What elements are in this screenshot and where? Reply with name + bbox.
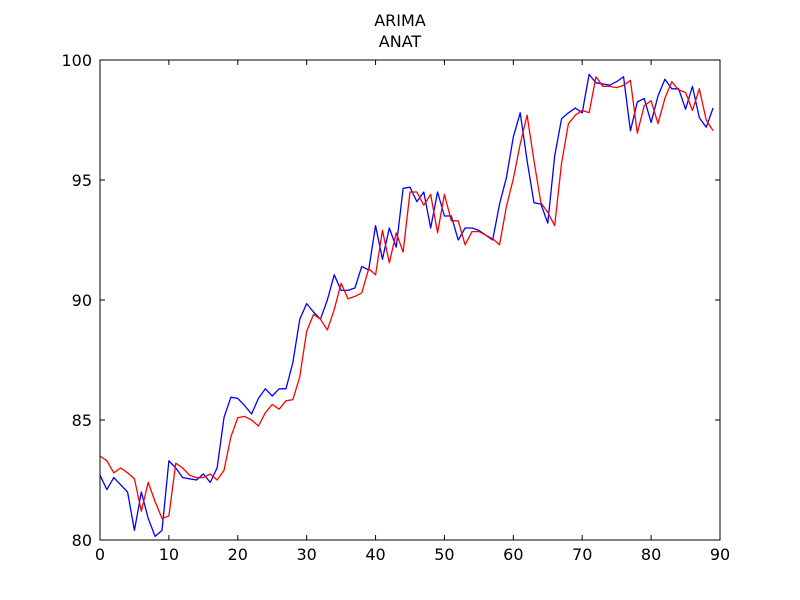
series-line-0: [99, 73, 714, 538]
x-tick-label: 60: [503, 545, 523, 564]
x-tick-label: 50: [434, 545, 454, 564]
series-line-1: [99, 76, 714, 520]
x-tick-label: 10: [159, 545, 179, 564]
y-tick-label: 95: [72, 171, 92, 190]
y-tick-label: 80: [72, 531, 92, 550]
x-tick-label: 0: [95, 545, 105, 564]
y-tick-label: 100: [61, 51, 92, 70]
x-tick-label: 80: [641, 545, 661, 564]
chart-subtitle: ANAT: [379, 32, 422, 51]
x-tick-label: 90: [710, 545, 730, 564]
x-tick-label: 30: [296, 545, 316, 564]
x-tick-label: 70: [572, 545, 592, 564]
y-tick-label: 90: [72, 291, 92, 310]
x-tick-label: 20: [228, 545, 248, 564]
x-tick-label: 40: [365, 545, 385, 564]
y-tick-label: 85: [72, 411, 92, 430]
chart-title: ARIMA: [374, 11, 426, 30]
plot-area: 0 10 20 30 40 50 60 70 80 90 80 85 90 95 100: [61, 51, 730, 564]
